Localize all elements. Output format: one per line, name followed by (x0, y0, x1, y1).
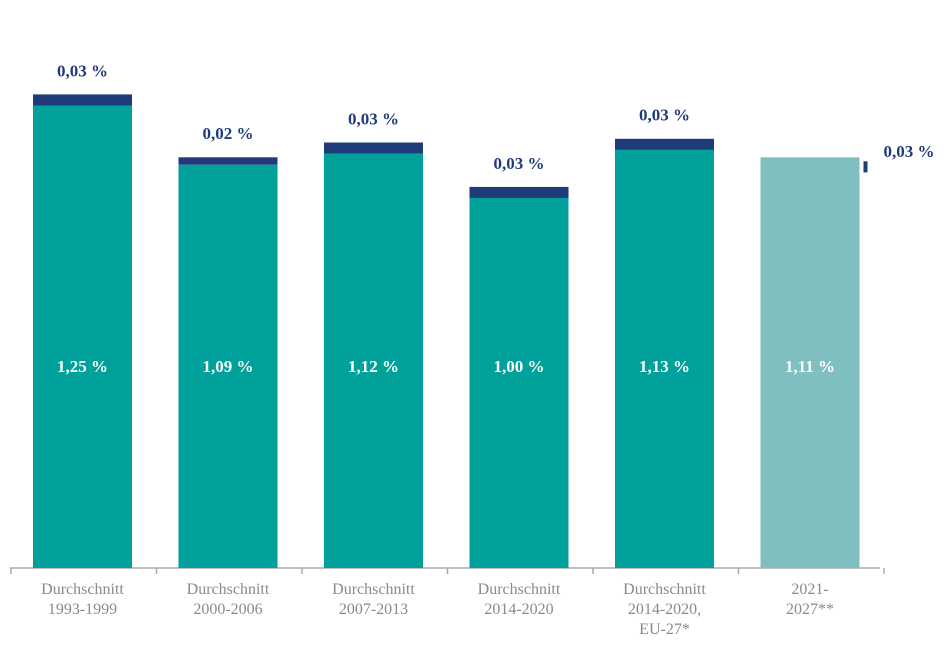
value-label: 1,13 % (639, 357, 690, 376)
x-tick-label-line: 2027** (786, 601, 834, 618)
bar-segment (863, 161, 868, 173)
value-label: 1,12 % (348, 357, 399, 376)
value-label: 0,03 % (494, 154, 545, 173)
x-tick-label-line: Durchschnitt (478, 581, 561, 598)
x-tick-label: Durchschnitt 2000-2006 (187, 581, 270, 618)
value-label: 0,03 % (348, 109, 399, 128)
value-label: 0,03 % (884, 142, 935, 161)
x-tick-label-line: Durchschnitt (332, 581, 415, 598)
x-tick-label: Durchschnitt 2007-2013 (332, 581, 415, 618)
x-tick-label: Durchschnitt 2014-2020 (478, 581, 561, 618)
x-tick-label-line: Durchschnitt (187, 581, 270, 598)
x-tick-label-line: 2007-2013 (339, 601, 408, 618)
bar-segment (615, 138, 714, 150)
x-tick-label: Durchschnitt 2014-2020, EU-27* (623, 581, 706, 638)
value-label: 1,09 % (203, 357, 254, 376)
bar-segment (760, 157, 860, 569)
bar-segment (324, 153, 423, 568)
bar-segment (178, 164, 278, 568)
x-tick-label-line: 2000-2006 (193, 601, 262, 618)
bar-segment (33, 94, 132, 106)
value-label: 1,00 % (494, 357, 545, 376)
x-tick-label-line: Durchschnitt (623, 581, 706, 598)
bar-segment (33, 105, 132, 568)
value-label: 1,11 % (785, 357, 835, 376)
value-label: 0,03 % (639, 106, 690, 125)
x-tick-label-line: 2021- (791, 581, 828, 598)
value-label: 0,03 % (57, 61, 108, 80)
x-tick-label-line: 2014-2020 (484, 601, 553, 618)
x-tick-label-line: EU-27* (639, 621, 690, 638)
bar-segment (324, 142, 423, 154)
x-tick-label-line: Durchschnitt (41, 581, 124, 598)
x-tick-label-line: 1993-1999 (48, 601, 117, 618)
bar-segment (615, 149, 714, 568)
value-label: 0,02 % (203, 124, 254, 143)
x-tick-label: 2021- 2027** (786, 581, 834, 618)
bar-segment (469, 198, 569, 568)
bar-segment (178, 157, 278, 165)
x-tick-label-line: 2014-2020, (628, 601, 701, 618)
value-label: 1,25 % (57, 357, 108, 376)
x-tick-label: Durchschnitt 1993-1999 (41, 581, 124, 618)
bar-segment (469, 186, 569, 198)
